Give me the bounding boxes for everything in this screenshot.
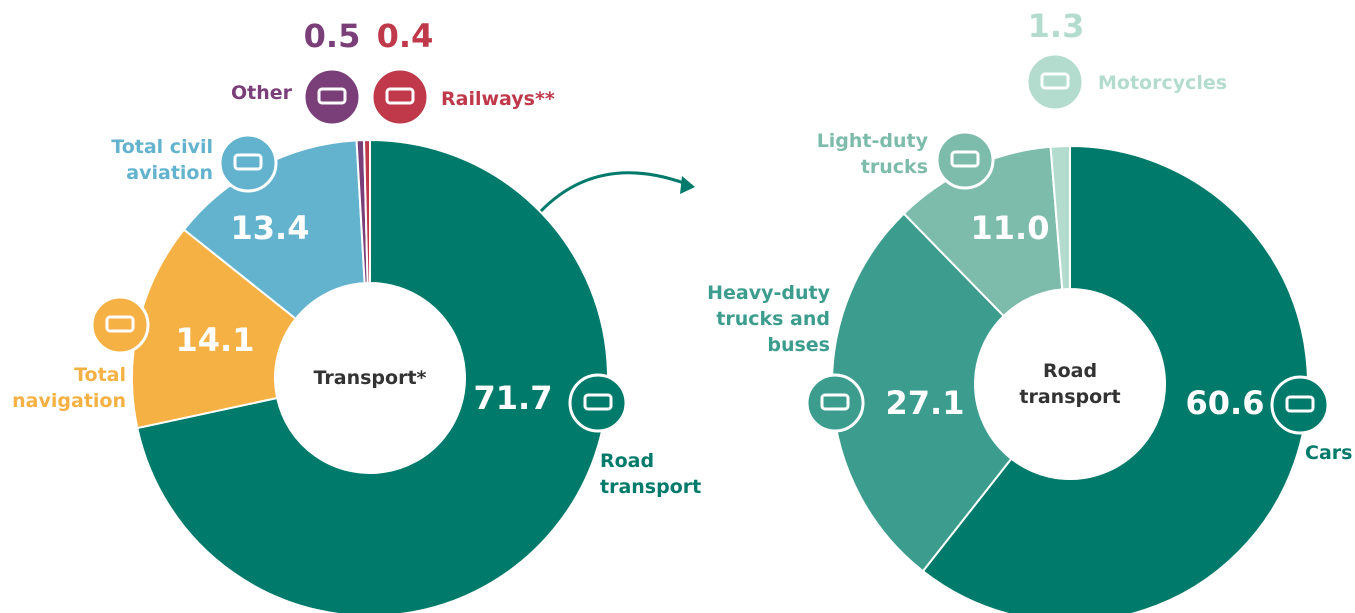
icon-glyph bbox=[583, 393, 613, 411]
category-label: Total civil aviation bbox=[111, 136, 213, 184]
arrow-head bbox=[680, 176, 695, 194]
icon-circle bbox=[1270, 375, 1330, 435]
icon-circle bbox=[370, 67, 430, 127]
icon-circle bbox=[935, 130, 995, 190]
category-label: Other bbox=[230, 82, 292, 104]
value-label: 27.1 bbox=[885, 384, 965, 422]
category-label: Heavy-duty trucks and buses bbox=[707, 282, 830, 356]
category-label: Motorcycles bbox=[1098, 72, 1228, 94]
icon-glyph bbox=[1285, 395, 1315, 413]
icon-circle bbox=[568, 373, 628, 433]
value-label: 13.4 bbox=[230, 209, 310, 247]
category-icon bbox=[1025, 52, 1085, 112]
category-icon bbox=[935, 130, 995, 190]
icon-circle bbox=[805, 373, 865, 433]
donut-hole bbox=[275, 283, 465, 473]
icon-glyph bbox=[950, 150, 980, 168]
connector-arrow bbox=[538, 171, 693, 214]
center-label: Transport* bbox=[313, 367, 427, 389]
icon-glyph bbox=[820, 393, 850, 411]
donut-hole bbox=[975, 289, 1165, 479]
icon-glyph bbox=[105, 315, 135, 333]
category-icon bbox=[302, 67, 362, 127]
icon-glyph bbox=[385, 87, 415, 105]
category-icon bbox=[1270, 375, 1330, 435]
icon-circle bbox=[302, 67, 362, 127]
category-icon bbox=[90, 295, 150, 355]
icon-circle bbox=[218, 133, 278, 193]
category-label: Road transport bbox=[600, 450, 702, 498]
category-label: Cars bbox=[1305, 442, 1353, 464]
value-label: 0.4 bbox=[376, 17, 434, 55]
category-icon bbox=[805, 373, 865, 433]
category-label: Light-duty trucks bbox=[816, 130, 928, 178]
value-label: 71.7 bbox=[473, 379, 553, 417]
value-label: 1.3 bbox=[1027, 7, 1085, 45]
category-label: Total navigation bbox=[12, 364, 126, 412]
value-label: 11.0 bbox=[970, 209, 1050, 247]
center-label: Road transport bbox=[1019, 360, 1121, 408]
category-label: Railways** bbox=[441, 88, 555, 110]
value-label: 0.5 bbox=[303, 17, 361, 55]
category-icon bbox=[568, 373, 628, 433]
category-icon bbox=[370, 67, 430, 127]
icon-circle bbox=[90, 295, 150, 355]
icon-glyph bbox=[233, 153, 263, 171]
icon-circle bbox=[1025, 52, 1085, 112]
value-label: 14.1 bbox=[175, 321, 255, 359]
category-icon bbox=[218, 133, 278, 193]
icon-glyph bbox=[1040, 72, 1070, 90]
icon-glyph bbox=[317, 87, 347, 105]
value-label: 60.6 bbox=[1185, 384, 1265, 422]
